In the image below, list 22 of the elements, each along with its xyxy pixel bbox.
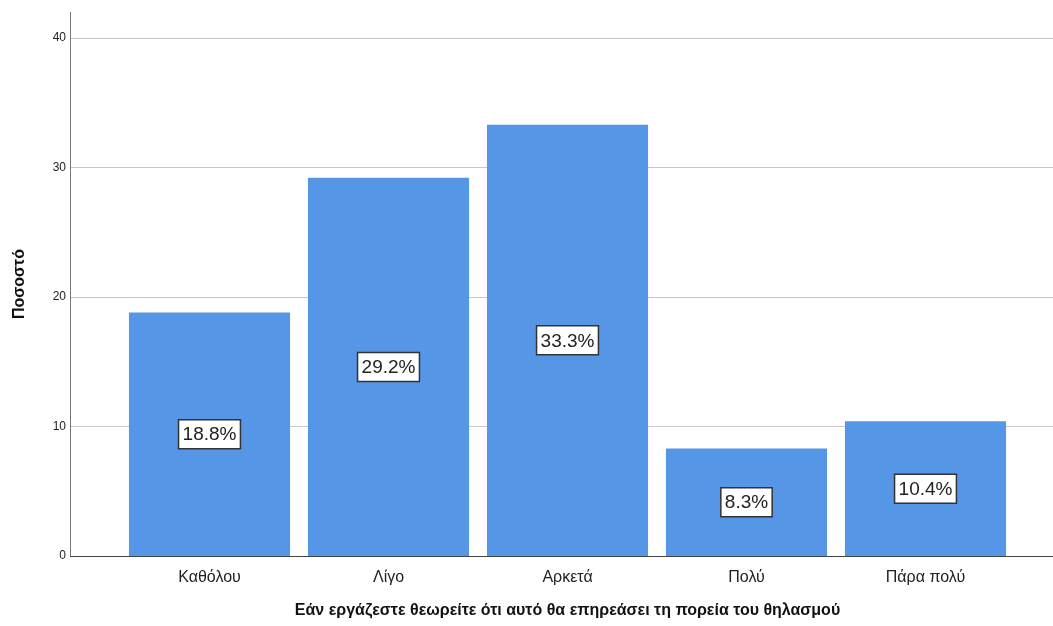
- y-tick-label: 0: [59, 548, 67, 563]
- bar: [844, 421, 1007, 556]
- y-tick-label: 40: [52, 30, 67, 45]
- data-label: 8.3%: [724, 491, 769, 513]
- data-label: 29.2%: [361, 356, 416, 378]
- x-tick-label: Πάρα πολύ: [885, 568, 966, 586]
- bar: [486, 124, 649, 556]
- x-tick-label: Καθόλου: [178, 568, 241, 586]
- x-axis-title: Εάν εργάζεστε θεωρείτε ότι αυτό θα επηρεάσει τη πορεία του θηλασμού: [294, 600, 841, 619]
- x-tick-label: Αρκετά: [542, 568, 593, 586]
- y-tick-label: 30: [52, 159, 67, 174]
- bar: [665, 448, 828, 556]
- data-label: 18.8%: [182, 423, 237, 445]
- y-tick-label: 20: [52, 289, 67, 304]
- x-tick-label: Πολύ: [728, 568, 765, 586]
- x-tick-label: Λίγο: [372, 568, 405, 586]
- bar: [128, 312, 291, 556]
- data-label: 33.3%: [540, 329, 595, 351]
- bar: [307, 177, 470, 556]
- data-label: 10.4%: [898, 477, 953, 499]
- y-axis-title: Ποσοστό: [10, 248, 28, 319]
- y-tick-label: 10: [52, 418, 67, 433]
